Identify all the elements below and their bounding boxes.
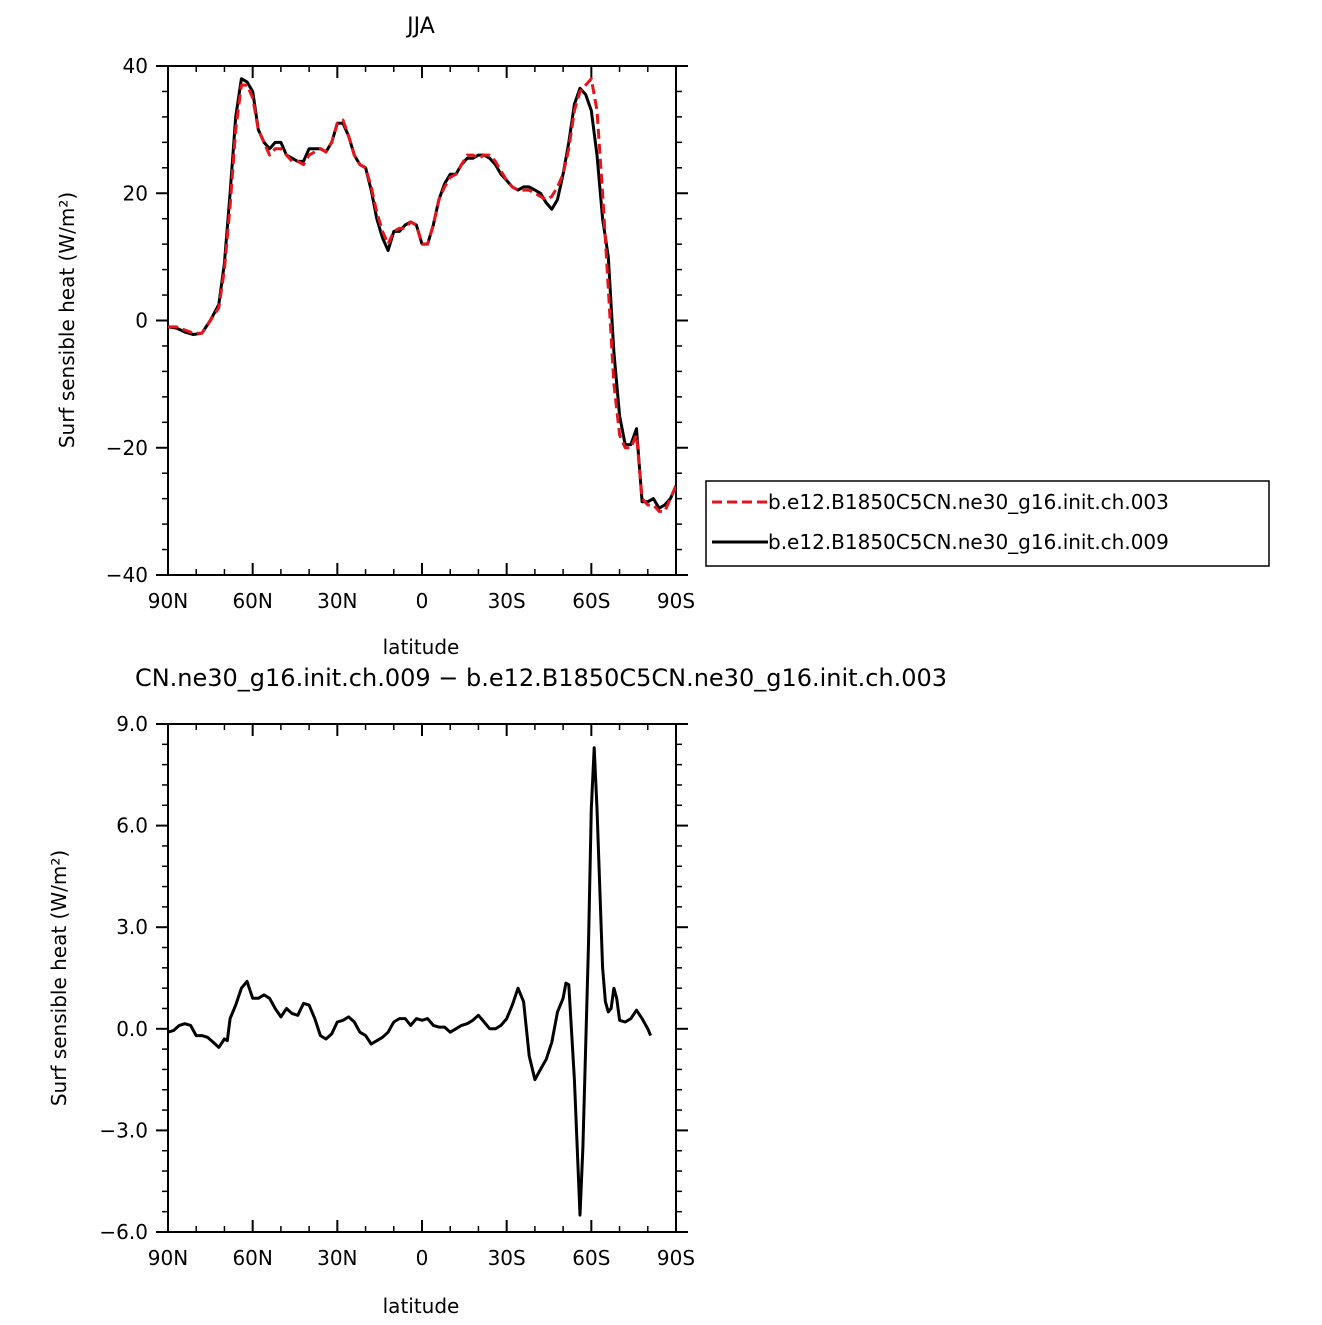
y-tick-label: 6.0 bbox=[116, 814, 148, 838]
series-line-ch009 bbox=[168, 77, 676, 510]
bottom-axes: 90N 60N 30N 0 30S 60S 90S −6.0 −3.0 0.0 3.0 6.0 9.0 bbox=[99, 712, 695, 1270]
x-tick-label: 90N bbox=[148, 589, 188, 613]
legend-label-ch003: b.e12.B1850C5CN.ne30_g16.init.ch.003 bbox=[768, 490, 1169, 514]
y-tick-label: 20 bbox=[123, 181, 148, 205]
bottom-chart-xlabel: latitude bbox=[383, 1294, 460, 1318]
x-tick-label: 30S bbox=[488, 589, 526, 613]
x-tick-label: 60S bbox=[572, 589, 610, 613]
x-tick-label: 30S bbox=[488, 1246, 526, 1270]
bottom-panel: CN.ne30_g16.init.ch.009 − b.e12.B1850C5C… bbox=[47, 664, 947, 1318]
x-tick-label: 90N bbox=[148, 1246, 188, 1270]
y-tick-label: 0 bbox=[135, 309, 148, 333]
plot-frame bbox=[167, 723, 677, 1233]
series-line-difference bbox=[168, 746, 652, 1217]
legend-label-ch009: b.e12.B1850C5CN.ne30_g16.init.ch.009 bbox=[768, 530, 1169, 554]
top-chart-xlabel: latitude bbox=[383, 635, 460, 659]
y-tick-label: 40 bbox=[123, 54, 148, 78]
x-tick-label: 60N bbox=[232, 1246, 272, 1270]
x-tick-label: 30N bbox=[317, 1246, 357, 1270]
top-series-group bbox=[168, 77, 676, 513]
x-tick-label: 60N bbox=[232, 589, 272, 613]
y-tick-label: 9.0 bbox=[116, 712, 148, 736]
bottom-chart-title: CN.ne30_g16.init.ch.009 − b.e12.B1850C5C… bbox=[135, 664, 947, 692]
top-panel: JJA latitude Surf sensible heat (W/m²) 9… bbox=[55, 14, 1270, 659]
y-tick-label: −20 bbox=[106, 436, 148, 460]
top-axes: 90N 60N 30N 0 30S 60S 90S −40 −20 0 20 40 bbox=[106, 54, 695, 613]
x-tick-label: 0 bbox=[416, 1246, 429, 1270]
x-tick-label: 60S bbox=[572, 1246, 610, 1270]
x-tick-label: 30N bbox=[317, 589, 357, 613]
y-tick-label: −40 bbox=[106, 563, 148, 587]
series-line-ch003 bbox=[168, 77, 676, 513]
x-tick-label: 0 bbox=[416, 589, 429, 613]
y-tick-label: −6.0 bbox=[99, 1220, 148, 1244]
top-legend: b.e12.B1850C5CN.ne30_g16.init.ch.003 b.e… bbox=[705, 480, 1270, 567]
y-tick-label: 0.0 bbox=[116, 1017, 148, 1041]
x-tick-label: 90S bbox=[657, 589, 695, 613]
bottom-series-group bbox=[168, 746, 652, 1217]
x-tick-label: 90S bbox=[657, 1246, 695, 1270]
top-chart-ylabel: Surf sensible heat (W/m²) bbox=[55, 192, 79, 448]
legend-frame bbox=[705, 480, 1270, 567]
y-tick-label: 3.0 bbox=[116, 915, 148, 939]
bottom-chart-ylabel: Surf sensible heat (W/m²) bbox=[47, 850, 71, 1106]
plot-frame bbox=[167, 65, 677, 576]
y-tick-label: −3.0 bbox=[99, 1118, 148, 1142]
top-chart-title: JJA bbox=[405, 14, 435, 39]
